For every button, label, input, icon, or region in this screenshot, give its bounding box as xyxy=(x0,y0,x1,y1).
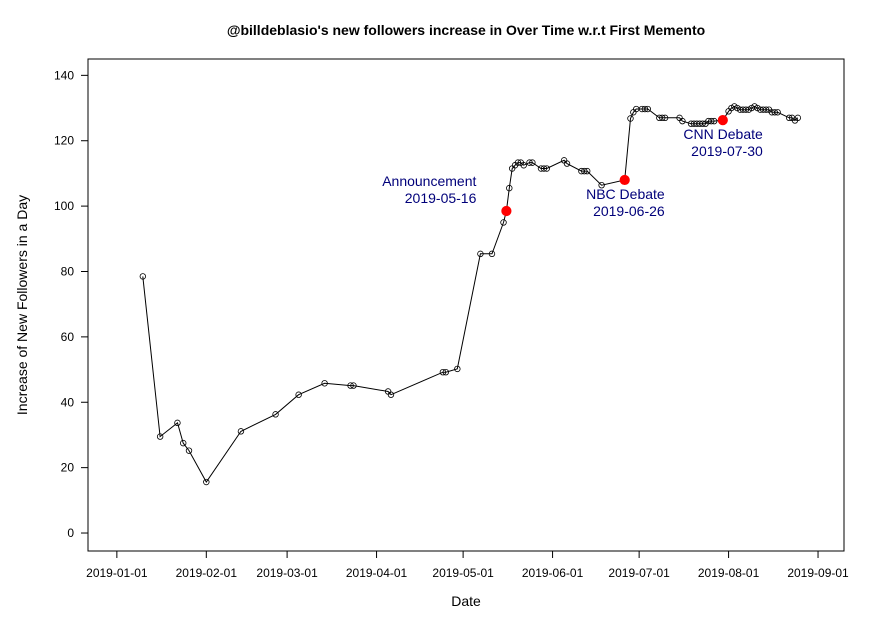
data-point xyxy=(581,167,588,175)
y-tick-label: 80 xyxy=(61,264,75,278)
data-point xyxy=(520,162,527,169)
data-point xyxy=(794,114,802,122)
annotation-label: NBC Debate xyxy=(586,186,665,202)
data-point xyxy=(771,109,778,116)
data-point xyxy=(529,159,536,166)
data-point xyxy=(439,368,447,376)
data-point xyxy=(185,447,193,454)
y-axis: 0 20 40 60 80 100 120 140 xyxy=(54,68,89,540)
series-line xyxy=(142,105,799,483)
data-point xyxy=(203,478,210,486)
data-point xyxy=(514,159,522,166)
data-point xyxy=(506,184,513,192)
x-tick-label: 2019-07-01 xyxy=(608,566,670,580)
data-point xyxy=(762,106,770,113)
y-tick-label: 0 xyxy=(67,526,74,540)
data-point xyxy=(785,114,793,122)
data-point xyxy=(742,106,750,113)
data-point xyxy=(641,105,649,113)
data-point xyxy=(598,181,605,189)
data-point xyxy=(387,391,395,398)
chart-title: @billdeblasio's new followers increase i… xyxy=(227,22,705,38)
data-point xyxy=(139,273,147,280)
data-point xyxy=(708,117,715,125)
x-tick-label: 2019-06-01 xyxy=(522,566,584,580)
data-point xyxy=(488,250,496,258)
data-point xyxy=(627,115,634,122)
data-point xyxy=(321,380,328,387)
data-point xyxy=(659,114,666,122)
y-tick-label: 20 xyxy=(61,461,75,475)
x-tick-label: 2019-02-01 xyxy=(176,566,238,580)
data-point xyxy=(644,105,651,113)
highlight-point xyxy=(717,115,728,126)
series-layer xyxy=(139,103,802,486)
y-tick-label: 140 xyxy=(54,68,74,82)
data-point xyxy=(180,439,187,447)
y-tick-label: 40 xyxy=(61,395,75,409)
data-point xyxy=(583,167,591,175)
data-point xyxy=(477,250,484,258)
x-tick-label: 2019-04-01 xyxy=(346,566,408,580)
y-tick-label: 120 xyxy=(54,134,74,148)
data-point xyxy=(350,382,357,389)
data-point xyxy=(563,160,571,167)
x-tick-label: 2019-03-01 xyxy=(256,566,318,580)
data-point xyxy=(156,433,164,440)
annotation-date: 2019-07-30 xyxy=(691,143,763,159)
highlight-point xyxy=(501,205,512,217)
data-point xyxy=(526,159,533,166)
data-point xyxy=(543,165,550,172)
data-point xyxy=(272,411,279,418)
data-point xyxy=(774,109,781,116)
data-point xyxy=(679,117,686,125)
highlight-point xyxy=(619,174,630,186)
data-point xyxy=(661,114,669,122)
x-tick-label: 2019-09-01 xyxy=(787,566,849,580)
x-tick-label: 2019-05-01 xyxy=(432,566,494,580)
data-point xyxy=(237,428,245,435)
annotation-date: 2019-05-16 xyxy=(405,190,477,206)
annotation-label: Announcement xyxy=(382,173,476,189)
data-point xyxy=(174,419,181,427)
data-point xyxy=(442,368,450,376)
data-point xyxy=(500,219,507,226)
data-point xyxy=(347,382,354,389)
annotation-date: 2019-06-26 xyxy=(593,203,665,219)
annotation-label: CNN Debate xyxy=(683,126,763,142)
x-axis-label: Date xyxy=(451,593,481,609)
data-point xyxy=(295,391,302,398)
data-point xyxy=(540,165,548,172)
x-tick-label: 2019-08-01 xyxy=(698,566,760,580)
y-tick-label: 100 xyxy=(54,199,74,213)
y-tick-label: 60 xyxy=(61,330,75,344)
data-point xyxy=(710,117,718,125)
x-tick-label: 2019-01-01 xyxy=(86,566,148,580)
y-axis-label: Increase of New Followers in a Day xyxy=(14,195,30,415)
data-point xyxy=(699,120,706,127)
data-point xyxy=(454,365,461,373)
x-axis: 2019-01-01 2019-02-01 2019-03-01 2019-04-01… xyxy=(86,550,849,580)
